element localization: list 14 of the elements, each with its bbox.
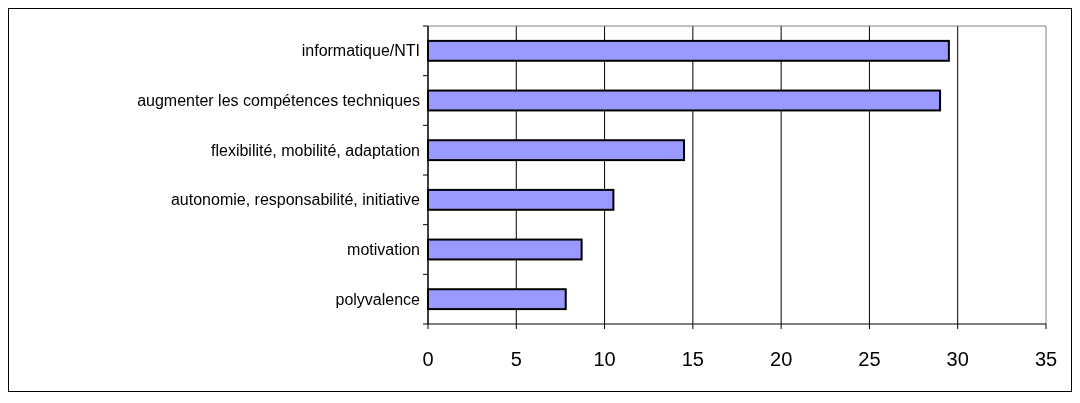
x-tick-label: 0	[422, 348, 434, 370]
x-tick-label: 35	[1034, 348, 1058, 370]
x-tick-label: 15	[681, 348, 704, 370]
y-tick-label: flexibilité, mobilité, adaptation	[210, 141, 420, 159]
x-tick-label: 30	[946, 348, 969, 370]
y-tick-label: polyvalence	[335, 290, 421, 308]
x-tick-label: 25	[858, 348, 881, 370]
y-tick-label: augmenter les compétences techniques	[137, 92, 420, 110]
x-tick-label: 5	[510, 348, 522, 370]
x-tick-label: 20	[770, 348, 793, 370]
y-tick-label: motivation	[347, 241, 420, 259]
y-tick-label: autonomie, responsabilité, initiative	[170, 191, 421, 209]
x-tick-label: 10	[593, 348, 616, 370]
y-tick-label: informatique/NTI	[301, 42, 420, 60]
